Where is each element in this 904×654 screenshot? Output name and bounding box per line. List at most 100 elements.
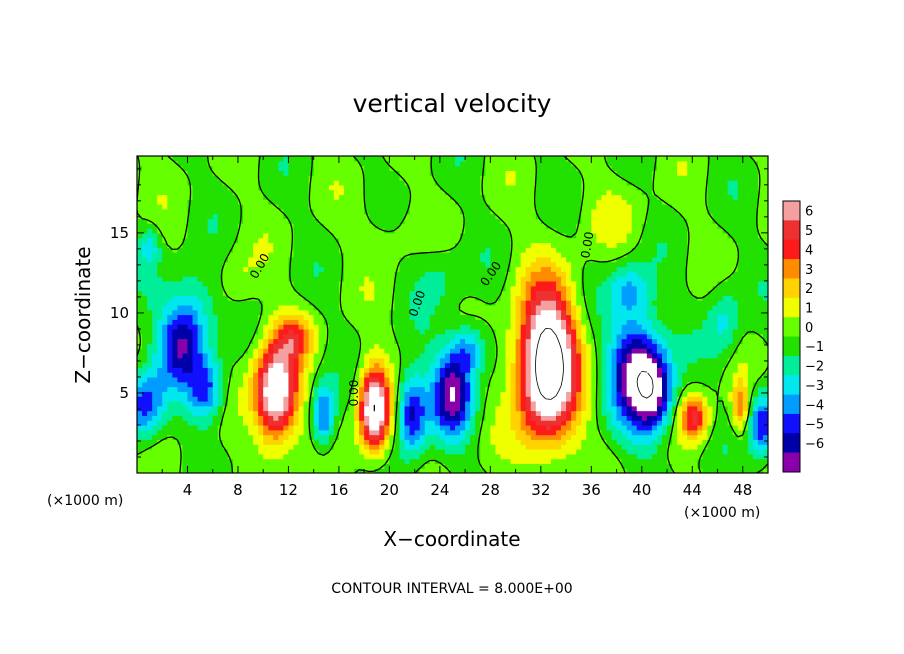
- heatmap-cell: [490, 348, 497, 354]
- heatmap-cell: [318, 391, 325, 397]
- heatmap-cell: [656, 448, 663, 455]
- heatmap-cell: [747, 391, 754, 397]
- heatmap-cell: [752, 386, 759, 392]
- heatmap-cell: [293, 376, 300, 383]
- heatmap-cell: [672, 444, 678, 450]
- heatmap-cell: [137, 468, 143, 473]
- heatmap-cell: [717, 453, 724, 460]
- heatmap-cell: [263, 463, 269, 469]
- heatmap-cell: [505, 348, 512, 354]
- heatmap-cell: [732, 300, 739, 306]
- heatmap-cell: [409, 300, 416, 306]
- heatmap-cell: [505, 376, 512, 383]
- heatmap-cell: [762, 314, 768, 320]
- heatmap-cell: [465, 280, 471, 287]
- heatmap-cell: [439, 415, 446, 421]
- heatmap-cell: [273, 295, 279, 301]
- heatmap-cell: [273, 319, 279, 325]
- heatmap-cell: [601, 391, 608, 397]
- heatmap-cell: [520, 300, 527, 306]
- heatmap-cell: [162, 405, 168, 412]
- heatmap-cell: [293, 338, 300, 344]
- heatmap-cell: [515, 372, 522, 378]
- heatmap-cell: [747, 295, 754, 301]
- heatmap-cell: [742, 386, 749, 392]
- heatmap-cell: [626, 280, 633, 287]
- heatmap-cell: [495, 338, 502, 344]
- heatmap-cell: [571, 333, 577, 340]
- heatmap-cell: [162, 300, 168, 306]
- heatmap-cell: [702, 458, 709, 464]
- heatmap-cell: [258, 396, 264, 402]
- heatmap-cell: [389, 410, 396, 416]
- heatmap-cell: [354, 410, 360, 416]
- heatmap-cell: [177, 280, 184, 287]
- heatmap-cell: [243, 300, 249, 306]
- heatmap-cell: [278, 304, 284, 311]
- heatmap-cell: [530, 328, 537, 335]
- heatmap-cell: [752, 357, 759, 364]
- heatmap-cell: [237, 295, 244, 301]
- heatmap-cell: [192, 285, 199, 292]
- heatmap-cell: [677, 362, 683, 368]
- heatmap-cell: [424, 328, 431, 335]
- heatmap-cell: [520, 338, 527, 344]
- heatmap-cell: [333, 424, 340, 431]
- heatmap-cell: [525, 295, 532, 301]
- heatmap-cell: [162, 314, 168, 320]
- heatmap-cell: [611, 362, 618, 368]
- heatmap-cell: [667, 362, 673, 368]
- heatmap-cell: [520, 328, 527, 335]
- heatmap-cell: [641, 343, 648, 349]
- heatmap-cell: [460, 386, 466, 392]
- heatmap-cell: [697, 434, 703, 440]
- heatmap-cell: [505, 290, 512, 296]
- heatmap-cell: [444, 367, 451, 373]
- heatmap-cell: [470, 304, 476, 311]
- heatmap-cell: [273, 439, 279, 445]
- heatmap-cell: [328, 300, 335, 306]
- heatmap-cell: [278, 439, 284, 445]
- heatmap-cell: [641, 319, 648, 325]
- heatmap-cell: [581, 391, 587, 397]
- heatmap-cell: [727, 362, 734, 368]
- heatmap-cell: [667, 338, 673, 344]
- heatmap-cell: [197, 439, 204, 445]
- heatmap-cell: [611, 415, 618, 421]
- heatmap-cell: [232, 386, 239, 392]
- heatmap-cell: [616, 295, 623, 301]
- heatmap-cell: [217, 333, 224, 340]
- heatmap-cell: [258, 463, 264, 469]
- heatmap-cell: [550, 357, 557, 364]
- heatmap-cell: [369, 367, 375, 373]
- heatmap-cell: [510, 295, 517, 301]
- heatmap-cell: [727, 396, 734, 402]
- heatmap-cell: [702, 309, 709, 316]
- heatmap-cell: [409, 362, 416, 368]
- heatmap-cell: [419, 304, 426, 311]
- heatmap-cell: [520, 458, 527, 464]
- heatmap-cell: [273, 333, 279, 340]
- heatmap-cell: [147, 290, 153, 296]
- heatmap-cell: [752, 338, 759, 344]
- heatmap-cell: [137, 391, 143, 397]
- heatmap-cell: [485, 300, 491, 306]
- heatmap-cell: [389, 338, 396, 344]
- heatmap-cell: [661, 304, 668, 311]
- heatmap-cell: [409, 314, 416, 320]
- heatmap-cell: [621, 415, 628, 421]
- heatmap-cell: [273, 304, 279, 311]
- heatmap-cell: [409, 290, 416, 296]
- heatmap-cell: [449, 405, 456, 412]
- heatmap-cell: [278, 333, 284, 340]
- heatmap-cell: [757, 285, 764, 292]
- heatmap-cell: [460, 424, 466, 431]
- heatmap-cell: [460, 290, 466, 296]
- heatmap-cell: [232, 424, 239, 431]
- heatmap-cell: [606, 410, 613, 416]
- heatmap-cell: [142, 386, 148, 392]
- heatmap-cell: [162, 372, 168, 378]
- heatmap-cell: [727, 391, 734, 397]
- heatmap-cell: [626, 386, 633, 392]
- heatmap-cell: [757, 290, 764, 296]
